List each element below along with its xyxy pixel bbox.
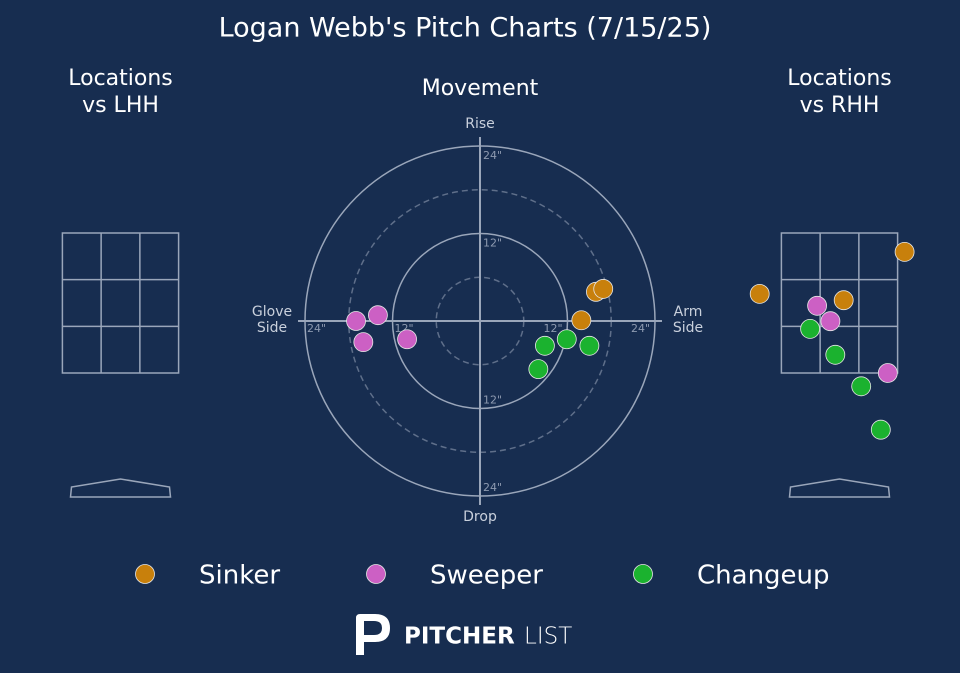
ring-label: 24" (307, 322, 326, 335)
ring-label: 12" (483, 237, 502, 250)
ring-label: 24" (631, 322, 650, 335)
pitch-dot (800, 318, 820, 339)
axis-label: Glove Side (251, 304, 293, 336)
axis-label: Drop (463, 509, 497, 525)
pitch-dot (528, 359, 549, 380)
pitch-dot (593, 279, 614, 299)
axis-label: Arm Side (672, 304, 704, 336)
pitch-dot (749, 283, 770, 304)
pitch-dot (825, 344, 846, 365)
legend-label: Sinker (199, 561, 280, 591)
pitch-dot (870, 419, 891, 440)
legend-label: Changeup (697, 561, 830, 591)
panel-title: Locations vs RHH (787, 66, 892, 118)
home-plate (69, 478, 172, 498)
home-plate (788, 478, 891, 498)
pitch-dot (579, 335, 600, 356)
pitch-dot (571, 310, 592, 331)
title: Logan Webb's Pitch Charts (7/15/25) (219, 13, 712, 44)
brand-bold: PITCHER (404, 624, 515, 650)
pitch-dot (877, 363, 898, 383)
pitch-dot (556, 329, 577, 350)
pitch-dot (368, 305, 388, 326)
ring-label: 24" (483, 481, 502, 494)
axis-label: Rise (465, 116, 495, 132)
ring-label: 12" (483, 394, 502, 407)
legend-dot (633, 564, 653, 584)
panel-title: Locations vs LHH (68, 66, 173, 118)
ring-label: 12" (544, 322, 563, 335)
strike-zone (780, 232, 899, 374)
pitch-dot (346, 311, 366, 331)
pitch-dot (397, 329, 417, 350)
pitch-dot (894, 241, 915, 262)
pitch-dot (833, 290, 854, 311)
logo: PITCHER LIST (356, 614, 572, 655)
pitch-dot (807, 295, 827, 316)
legend-dot (135, 564, 155, 584)
pitch-dot (851, 376, 872, 397)
strike-zone (61, 232, 180, 374)
pitch-dot (534, 335, 555, 356)
legend-dot (366, 564, 386, 584)
pitch-dot (353, 332, 374, 353)
panel-title: Movement (421, 76, 539, 101)
ring-label: 24" (483, 149, 502, 162)
legend-label: Sweeper (430, 561, 543, 591)
pitch-dot (820, 311, 841, 332)
brand-light: LIST (524, 624, 572, 650)
logo-mark (356, 614, 390, 655)
